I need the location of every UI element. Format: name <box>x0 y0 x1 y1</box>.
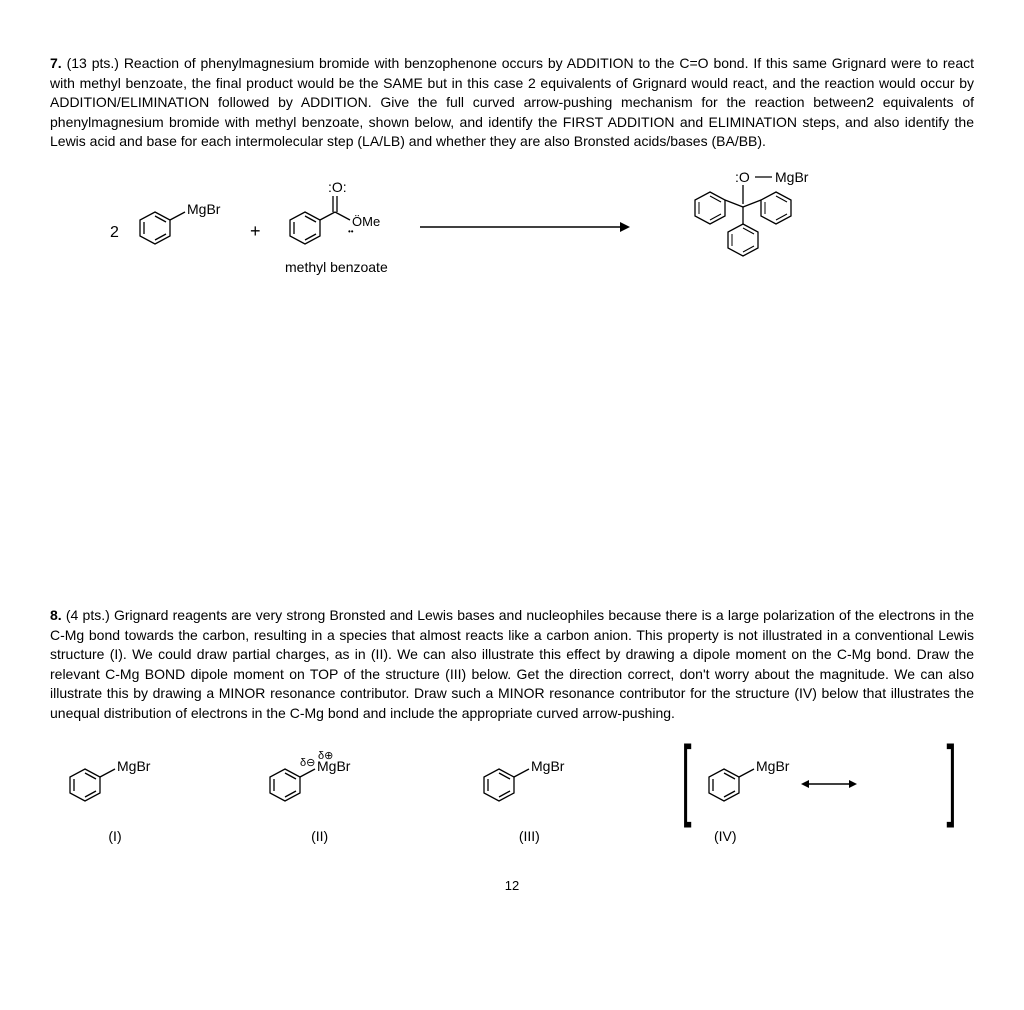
q7-points: (13 pts.) <box>67 55 119 71</box>
q8-body: Grignard reagents are very strong Bronst… <box>50 607 974 721</box>
question-8: 8. (4 pts.) Grignard reagents are very s… <box>50 606 974 847</box>
structure-iv: [ MgBr (IV) <box>674 744 964 847</box>
methyl-benzoate-label: methyl benzoate <box>285 259 388 275</box>
label-iii: (III) <box>469 827 589 847</box>
phenyl-grignard: MgBr <box>140 201 221 244</box>
svg-text:MgBr: MgBr <box>756 758 790 774</box>
methyl-benzoate: :O: ÖMe •• <box>290 179 380 244</box>
reaction-scheme: 2 MgBr + <box>110 172 974 312</box>
svg-text:ÖMe: ÖMe <box>352 214 380 229</box>
workspace-spacer <box>50 372 974 592</box>
plus-sign: + <box>250 221 261 241</box>
struct-iv-svg: MgBr <box>699 744 879 814</box>
struct-i-svg: MgBr <box>60 744 170 814</box>
q7-number: 7. <box>50 55 62 71</box>
q8-points: (4 pts.) <box>66 607 110 623</box>
q7-body: Reaction of phenylmagnesium bromide with… <box>50 55 974 149</box>
structure-iii: MgBr (III) <box>469 744 589 847</box>
bracket-close-icon: ] <box>946 744 956 814</box>
question-7: 7. (13 pts.) Reaction of phenylmagnesium… <box>50 54 974 312</box>
svg-text:MgBr: MgBr <box>775 172 809 185</box>
svg-text:MgBr: MgBr <box>317 758 351 774</box>
svg-text:MgBr: MgBr <box>187 201 221 217</box>
q7-text: 7. (13 pts.) Reaction of phenylmagnesium… <box>50 54 974 152</box>
svg-text:••: •• <box>735 172 741 174</box>
svg-text:••: •• <box>348 227 354 236</box>
struct-ii-svg: δ⊖ δ⊕ MgBr <box>255 744 385 814</box>
svg-text:δ⊖: δ⊖ <box>300 757 315 769</box>
structures-row: MgBr (I) δ⊖ δ⊕ MgBr (II) <box>50 744 974 847</box>
reaction-svg: 2 MgBr + <box>110 172 930 312</box>
q8-text: 8. (4 pts.) Grignard reagents are very s… <box>50 606 974 724</box>
structure-ii: δ⊖ δ⊕ MgBr (II) <box>255 744 385 847</box>
product: :Ö MgBr •• <box>695 172 809 256</box>
q8-number: 8. <box>50 607 62 623</box>
page-number: 12 <box>50 877 974 895</box>
structure-i: MgBr (I) <box>60 744 170 847</box>
svg-text::O:: :O: <box>328 179 347 195</box>
reaction-arrowhead <box>620 222 630 232</box>
label-i: (I) <box>60 827 170 847</box>
svg-text:MgBr: MgBr <box>531 758 565 774</box>
label-iv: (IV) <box>714 827 879 847</box>
coeff: 2 <box>110 224 119 241</box>
label-ii: (II) <box>255 827 385 847</box>
struct-iii-svg: MgBr <box>469 744 589 814</box>
svg-text:MgBr: MgBr <box>117 758 151 774</box>
bracket-open-icon: [ <box>681 744 691 814</box>
